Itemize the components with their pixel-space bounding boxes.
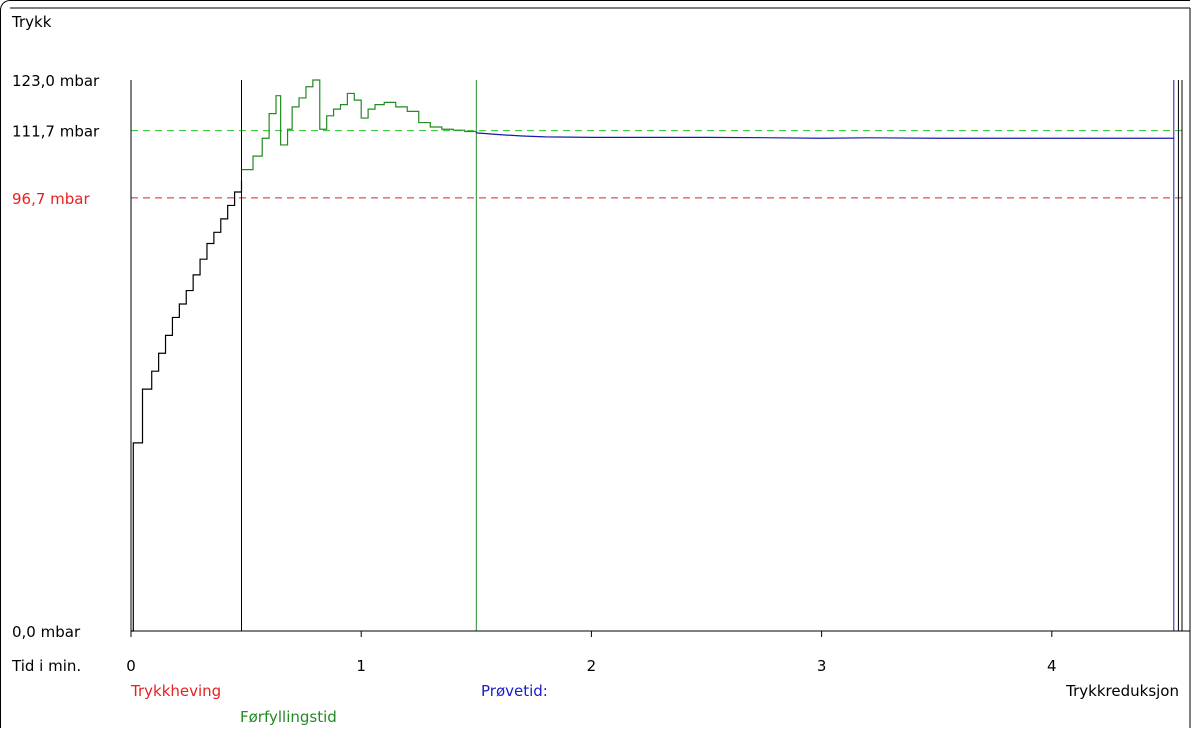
phase-label-test: Prøvetid: [481,682,548,700]
y-tick-labels: 0,0 mbar 96,7 mbar 111,7 mbar 123,0 mbar [12,72,100,641]
series-line-0 [131,180,243,632]
y-axis-title: Trykk [11,13,52,31]
series-line-2 [476,132,1174,139]
y-tick-label-0: 0,0 mbar [12,623,81,641]
series-layer [131,79,1174,632]
x-tick-label-3: 3 [817,657,827,675]
y-tick-label-2: 111,7 mbar [12,123,100,141]
x-tick-labels: 0 1 2 3 4 [126,631,1057,675]
x-tick-label-0: 0 [126,657,136,675]
phase-label-prefill: Førfyllingstid [240,708,337,726]
series-line-1 [241,79,477,171]
x-tick-label-1: 1 [356,657,366,675]
phase-label-pressurisation: Trykkheving [130,682,221,700]
x-axis-title: Tid i min. [11,657,81,675]
reference-lines [131,130,1182,199]
phase-label-reduction: Trykkreduksjon [1065,682,1179,700]
x-tick-label-2: 2 [587,657,597,675]
y-tick-label-1: 96,7 mbar [12,190,90,208]
x-tick-label-4: 4 [1047,657,1057,675]
y-tick-label-3: 123,0 mbar [12,72,100,90]
phase-markers [240,80,1179,631]
